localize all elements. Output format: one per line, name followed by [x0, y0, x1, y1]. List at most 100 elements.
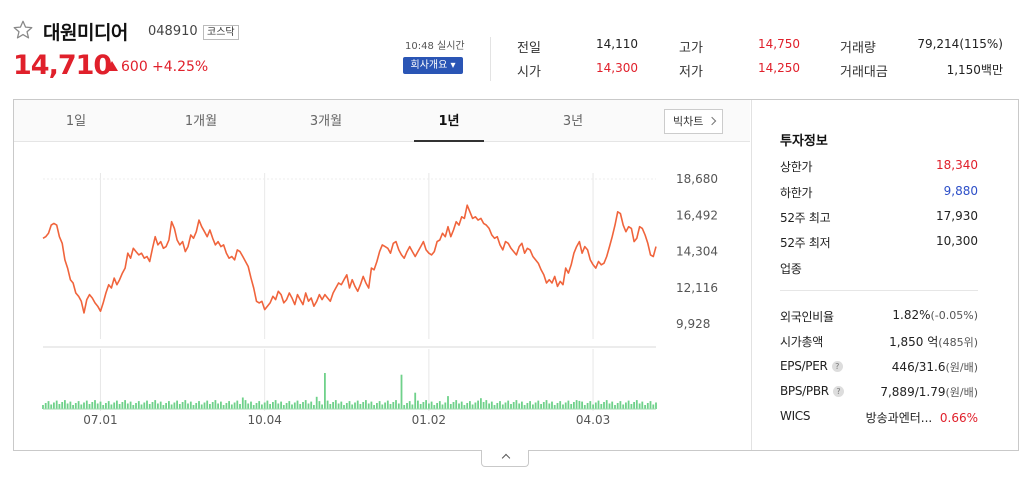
volume-bar: [99, 401, 102, 409]
help-icon[interactable]: ?: [831, 361, 843, 372]
market-cap-rank: (485위): [938, 336, 978, 349]
volume-bar: [288, 401, 291, 409]
volume-bar: [384, 402, 386, 409]
volume-bar: [455, 400, 458, 409]
volume-bar: [110, 404, 113, 409]
volume-bar: [496, 403, 499, 409]
volume-bar: [365, 400, 367, 409]
volume-bar: [274, 400, 277, 409]
tab-1year[interactable]: 1년: [414, 100, 484, 142]
volume-bar: [507, 400, 510, 409]
eps-per-label: EPS/PER?: [780, 359, 843, 373]
volume-bar: [299, 404, 302, 409]
volume-bar: [523, 405, 526, 409]
volume-bar: [230, 404, 233, 409]
bps-pbr-number: 7,889/1.79: [880, 385, 946, 399]
volume-bar: [436, 403, 438, 409]
foreign-ratio-change: (-0.05%): [930, 309, 979, 322]
volume-bar: [425, 400, 427, 409]
volume-bar: [129, 401, 132, 409]
volume-bar: [444, 402, 447, 409]
volume-bar: [548, 403, 551, 409]
volume-bar: [296, 400, 299, 409]
market-cap-number: 1,850 억: [889, 335, 939, 349]
volume-bar: [573, 402, 575, 409]
chevron-up-icon: [501, 453, 511, 463]
volume-bar: [107, 401, 110, 409]
volume-bar: [428, 403, 430, 409]
volume-bar: [50, 404, 53, 409]
x-tick-label: 04.03: [576, 413, 610, 427]
volume-bar: [622, 404, 625, 409]
volume-bar: [55, 400, 58, 409]
tab-3year[interactable]: 3년: [562, 114, 584, 129]
volume-bar: [162, 405, 165, 409]
volume-bar: [66, 403, 69, 409]
volume-bar: [545, 400, 548, 409]
wics-value: 방송과엔터... 0.66%: [866, 409, 978, 426]
up-triangle-icon: [106, 61, 118, 71]
big-chart-label: 빅차트: [673, 115, 704, 128]
help-icon[interactable]: ?: [832, 386, 844, 397]
volume-bar: [102, 405, 105, 409]
volume-bar: [85, 400, 88, 409]
volume-bar: [619, 401, 622, 409]
tab-1month[interactable]: 1개월: [184, 114, 218, 129]
volume-bar: [378, 401, 381, 409]
volume-bar: [559, 401, 562, 409]
volume-bar: [239, 404, 241, 409]
investment-info: 투자정보 상한가 18,340 하한가 9,880 52주 최고 17,930 …: [751, 100, 1019, 450]
volume-bar: [510, 404, 512, 409]
volume-bar: [422, 402, 425, 409]
prev-close-value: 14,110: [596, 37, 638, 51]
collapse-chart-button[interactable]: [481, 450, 529, 467]
volume-bar: [96, 403, 99, 409]
volume-bar: [537, 400, 540, 409]
foreign-ratio-label: 외국인비율: [780, 310, 834, 324]
volume-bar: [354, 402, 356, 409]
low-value: 14,250: [758, 61, 800, 75]
wics-sector[interactable]: 방송과엔터...: [865, 411, 933, 425]
big-chart-button[interactable]: 빅차트: [664, 109, 723, 134]
tab-1day[interactable]: 1일: [65, 114, 87, 129]
tab-3month[interactable]: 3개월: [309, 114, 343, 129]
volume-bar: [291, 404, 293, 409]
volume-bar: [192, 405, 195, 409]
volume-bar: [200, 404, 203, 409]
volume-bar: [526, 403, 529, 409]
volume-bar: [430, 401, 433, 409]
volume-bar: [184, 400, 187, 409]
volume-bar: [458, 403, 460, 409]
volume-bar: [293, 402, 296, 409]
volume-label: 거래량: [840, 41, 876, 56]
volume-bar: [542, 402, 545, 409]
volume-bar: [351, 404, 354, 409]
volume-bar: [373, 405, 375, 409]
foreign-ratio-number: 1.82%: [892, 308, 931, 322]
volume-bar: [44, 403, 47, 409]
lower-limit-value: 9,880: [943, 184, 978, 198]
volume-bar: [121, 402, 124, 409]
volume-bar: [553, 405, 556, 409]
volume-bar: [88, 404, 91, 409]
volume-bar: [633, 402, 635, 409]
company-overview-button[interactable]: 회사개요 ▾: [403, 57, 463, 74]
volume-bar: [381, 404, 384, 409]
volume-bar: [635, 400, 638, 409]
high52-row: 52주 최고 17,930: [780, 209, 978, 227]
volume-bar: [69, 401, 72, 409]
volume-bar: [564, 402, 567, 409]
price-change-percent: +4.25%: [152, 59, 209, 75]
volume-bar: [137, 401, 140, 409]
volume-bar: [400, 374, 403, 409]
volume-bar: [649, 401, 652, 409]
market-cap-label: 시가총액: [780, 335, 823, 349]
volume-bar: [310, 401, 313, 409]
volume-bar: [217, 403, 219, 409]
volume-bar: [178, 404, 181, 409]
volume-bar: [211, 402, 214, 409]
upper-limit-row: 상한가 18,340: [780, 158, 978, 176]
volume-bar: [132, 405, 135, 409]
favorite-star-icon[interactable]: [12, 19, 34, 41]
current-price: 14,710: [13, 50, 112, 81]
